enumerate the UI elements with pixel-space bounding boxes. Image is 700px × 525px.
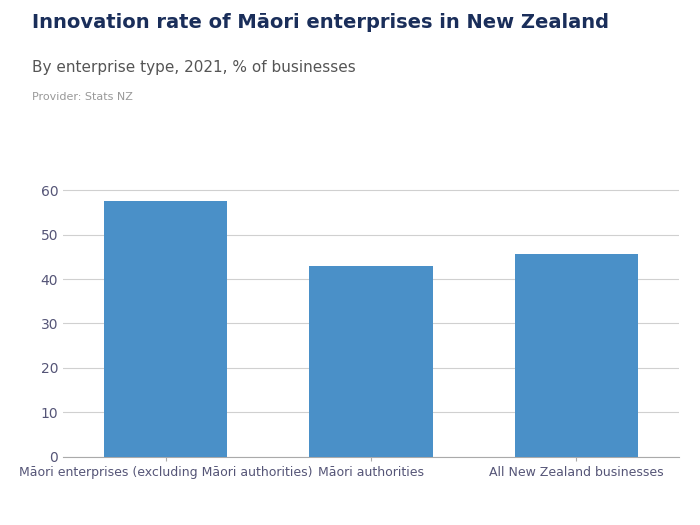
Text: figure.nz: figure.nz bbox=[582, 18, 666, 37]
Text: Innovation rate of Māori enterprises in New Zealand: Innovation rate of Māori enterprises in … bbox=[32, 13, 608, 32]
Text: Provider: Stats NZ: Provider: Stats NZ bbox=[32, 92, 132, 102]
Bar bbox=[514, 254, 638, 457]
Bar bbox=[309, 266, 433, 457]
Bar bbox=[104, 201, 228, 457]
Text: By enterprise type, 2021, % of businesses: By enterprise type, 2021, % of businesse… bbox=[32, 60, 355, 76]
